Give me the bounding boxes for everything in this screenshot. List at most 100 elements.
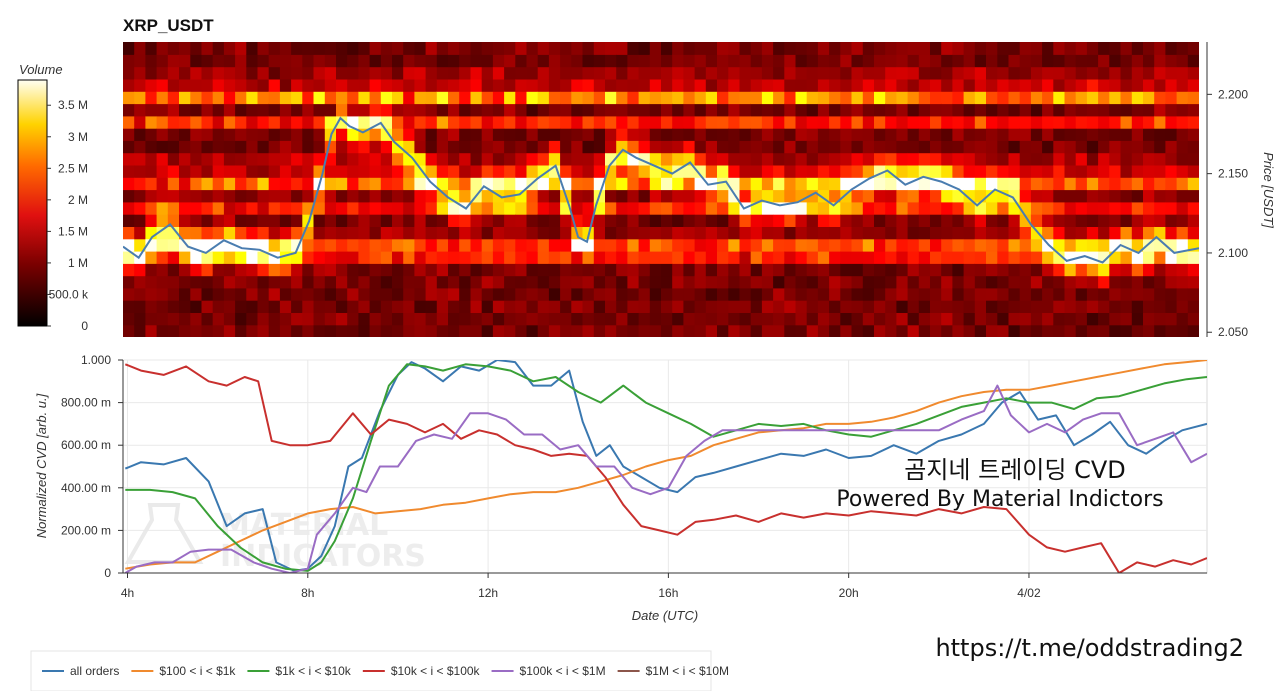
heatmap-cell <box>1131 324 1144 337</box>
heatmap-cell <box>582 66 595 80</box>
heatmap-cell <box>739 78 752 92</box>
heatmap-cell <box>1064 312 1077 326</box>
heatmap-cell <box>537 287 550 301</box>
heatmap-cell <box>840 300 853 313</box>
heatmap-cell <box>930 201 942 215</box>
heatmap-cell <box>683 287 696 301</box>
heatmap-cell <box>784 275 797 289</box>
colorbar-tick-label: 1.5 M <box>58 224 88 238</box>
heatmap-cell <box>291 201 303 215</box>
heatmap-cell <box>313 128 326 141</box>
heatmap-cell <box>1176 287 1189 301</box>
heatmap-cell <box>145 66 158 80</box>
heatmap-cell <box>806 152 819 166</box>
heatmap-cell <box>997 66 1010 80</box>
heatmap-cell <box>817 251 830 264</box>
heatmap-cell <box>291 66 303 80</box>
heatmap-cell <box>279 140 292 154</box>
heatmap-cell <box>862 66 875 80</box>
heatmap-cell <box>358 189 371 203</box>
heatmap-cell <box>705 91 718 105</box>
heatmap-cell <box>705 312 718 326</box>
heatmap-cell <box>201 312 214 326</box>
heatmap-cell <box>717 263 729 277</box>
heatmap-cell <box>380 324 393 337</box>
heatmap-cell <box>694 201 707 215</box>
heatmap-cell <box>1086 238 1099 252</box>
heatmap-cell <box>1053 300 1066 313</box>
heatmap-cell <box>1053 251 1066 264</box>
heatmap-cell <box>739 287 752 301</box>
heatmap-cell <box>851 164 864 178</box>
legend-label: $10k < i < $100k <box>391 664 481 678</box>
heatmap-cell <box>504 78 516 92</box>
heatmap-cell <box>1075 140 1088 154</box>
heatmap-cell <box>347 78 359 92</box>
heatmap-cell <box>291 128 303 141</box>
heatmap-cell <box>694 312 707 326</box>
heatmap-cell <box>986 251 998 264</box>
heatmap-cell <box>672 78 684 92</box>
heatmap-cell <box>123 189 135 203</box>
heatmap-cell <box>504 128 516 141</box>
heatmap-cell <box>1187 263 1199 277</box>
heatmap-cell <box>907 189 920 203</box>
heatmap-cell <box>302 152 315 166</box>
y-tick-label: 600.00 m <box>61 438 111 452</box>
heatmap-cell <box>201 164 214 178</box>
heatmap-cell <box>974 164 987 178</box>
heatmap-cell <box>1098 78 1110 92</box>
heatmap-cell <box>1176 201 1189 215</box>
heatmap-cell <box>1131 140 1144 154</box>
heatmap-cell <box>739 324 752 337</box>
heatmap-cell <box>156 78 169 92</box>
heatmap-cell <box>773 42 785 55</box>
heatmap-cell <box>1042 251 1054 264</box>
heatmap-cell <box>683 300 696 313</box>
heatmap-cell <box>358 103 371 117</box>
heatmap-cell <box>1042 189 1054 203</box>
heatmap-cell <box>1154 115 1166 129</box>
heatmap-cell <box>862 263 875 277</box>
heatmap-cell <box>526 214 539 227</box>
heatmap-cell <box>930 226 942 240</box>
heatmap-cell <box>661 214 673 227</box>
heatmap-cell <box>750 128 763 141</box>
heatmap-cell <box>167 103 180 117</box>
heatmap-cell <box>313 103 326 117</box>
heatmap-cell <box>885 263 897 277</box>
heatmap-cell <box>358 54 371 68</box>
heatmap-cell <box>705 164 718 178</box>
heatmap-cell <box>1131 238 1144 252</box>
heatmap-cell <box>638 66 651 80</box>
heatmap-cell <box>941 300 953 313</box>
heatmap-cell <box>246 115 259 129</box>
heatmap-cell <box>268 238 281 252</box>
heatmap-cell <box>918 152 931 166</box>
heatmap-cell <box>705 54 718 68</box>
heatmap-cell <box>1154 201 1166 215</box>
heatmap-cell <box>380 251 393 264</box>
heatmap-cell <box>840 238 853 252</box>
heatmap-cell <box>257 287 270 301</box>
heatmap-cell <box>403 115 415 129</box>
heatmap-cell <box>470 91 483 105</box>
heatmap-cell <box>302 54 315 68</box>
heatmap-cell <box>705 103 718 117</box>
heatmap-cell <box>392 263 404 277</box>
heatmap-cell <box>840 103 853 117</box>
heatmap-cell <box>1008 164 1021 178</box>
heatmap-cell <box>526 140 539 154</box>
heatmap-cell <box>470 324 483 337</box>
heatmap-cell <box>694 42 707 55</box>
heatmap-cell <box>1187 42 1199 55</box>
heatmap-cell <box>683 189 696 203</box>
heatmap-cell <box>414 54 427 68</box>
heatmap-cell <box>1120 324 1133 337</box>
heatmap-cell <box>851 128 864 141</box>
heatmap-cell <box>840 214 853 227</box>
heatmap-cell <box>212 312 225 326</box>
heatmap-cell <box>616 164 628 178</box>
heatmap-cell <box>1064 164 1077 178</box>
heatmap-cell <box>436 287 449 301</box>
